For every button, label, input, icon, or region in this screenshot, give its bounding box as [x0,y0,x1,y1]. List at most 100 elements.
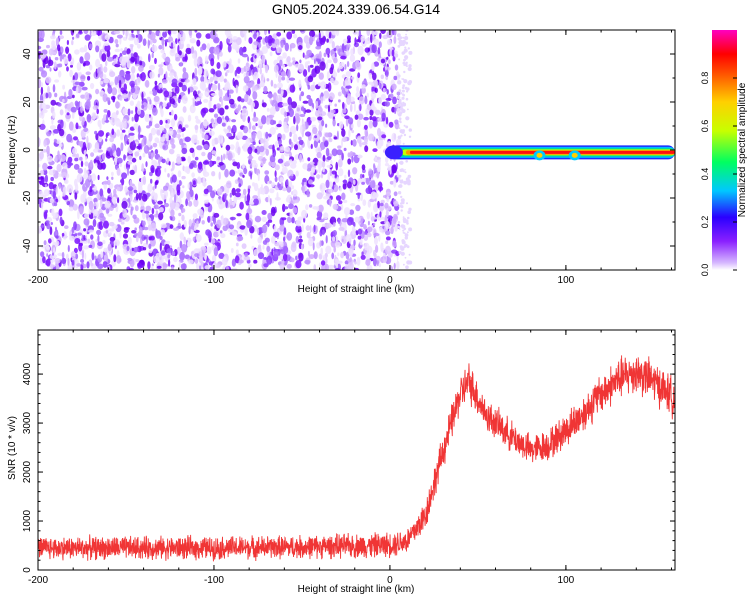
noise-speckle [250,234,253,239]
noise-speckle [408,80,413,84]
noise-speckle [231,42,238,50]
noise-speckle [127,161,133,165]
noise-speckle [145,205,152,212]
noise-speckle [115,147,121,157]
noise-speckle [74,100,79,107]
noise-speckle [405,125,409,129]
noise-speckle [219,230,223,234]
noise-speckle [203,68,209,78]
noise-speckle [107,56,114,62]
noise-speckle [252,141,256,145]
noise-speckle [192,180,196,186]
noise-speckle [151,192,154,197]
noise-speckle [116,34,123,39]
noise-speckle [241,47,247,53]
noise-speckle [213,46,220,55]
noise-speckle [177,170,182,178]
noise-speckle [105,132,108,139]
noise-speckle [134,205,139,212]
noise-speckle [269,106,276,116]
noise-speckle [237,58,241,64]
noise-speckle [161,158,166,164]
noise-speckle [397,33,401,38]
noise-speckle [344,77,351,86]
noise-speckle [70,251,76,259]
noise-speckle [334,171,337,179]
noise-speckle [310,116,317,122]
noise-speckle [237,235,244,242]
noise-speckle [147,102,154,111]
noise-speckle [187,182,190,190]
noise-speckle [344,174,347,179]
noise-speckle [259,145,265,153]
noise-speckle [194,193,198,201]
noise-speckle [269,188,275,194]
noise-speckle [159,105,162,114]
noise-speckle [235,37,242,46]
noise-speckle [164,168,167,173]
noise-speckle [210,68,215,75]
noise-speckle [294,63,300,68]
noise-speckle [186,241,191,248]
noise-speckle [352,179,356,185]
noise-speckle [197,90,200,95]
noise-speckle [291,216,295,224]
noise-speckle [248,72,251,76]
noise-speckle [244,252,248,257]
noise-speckle [70,64,73,68]
noise-speckle [229,204,234,209]
noise-speckle [288,104,292,111]
noise-speckle [138,181,141,189]
noise-speckle [217,82,221,91]
noise-speckle [255,123,258,127]
noise-speckle [232,161,238,167]
noise-speckle [122,210,125,214]
noise-speckle [261,54,266,64]
noise-speckle [123,154,126,161]
noise-speckle [314,135,318,139]
noise-speckle [38,45,42,50]
noise-speckle [160,229,166,236]
noise-speckle [160,49,165,54]
noise-speckle [53,138,58,143]
noise-speckle [232,36,238,40]
noise-speckle [54,57,59,61]
noise-speckle [272,33,278,39]
noise-speckle [371,43,377,54]
noise-speckle [318,72,324,80]
noise-speckle [298,136,302,141]
noise-speckle [125,30,128,39]
noise-speckle [183,220,187,228]
noise-speckle [189,147,195,153]
noise-speckle [320,260,326,266]
noise-speckle [154,181,159,185]
noise-speckle [59,30,63,35]
noise-speckle [187,155,191,164]
y-tick-label: 0 [22,147,33,153]
noise-speckle [361,181,365,185]
noise-speckle [349,209,355,215]
noise-speckle [309,35,313,46]
noise-speckle [171,78,178,85]
noise-speckle [362,174,365,178]
noise-speckle [108,232,112,236]
noise-speckle [359,103,362,112]
noise-speckle [171,143,176,149]
noise-speckle [354,216,361,223]
noise-speckle [94,255,97,261]
noise-speckle [395,251,400,257]
noise-speckle [284,146,291,153]
noise-speckle [273,250,280,258]
noise-speckle [370,82,374,87]
noise-speckle [173,256,178,263]
noise-speckle [330,109,336,114]
noise-speckle [175,38,178,45]
noise-speckle [136,76,141,86]
noise-speckle [370,216,375,222]
noise-speckle [354,261,357,265]
noise-speckle [142,38,147,46]
noise-speckle [114,39,119,44]
noise-speckle [365,177,370,185]
noise-speckle [45,76,52,84]
noise-speckle [141,91,144,101]
